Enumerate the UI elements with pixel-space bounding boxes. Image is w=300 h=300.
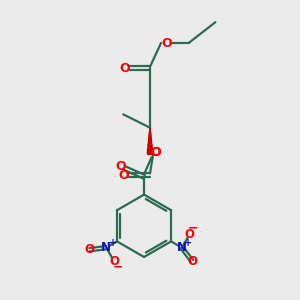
- Polygon shape: [148, 128, 152, 154]
- Text: −: −: [112, 261, 123, 274]
- Text: N: N: [101, 241, 111, 254]
- Text: −: −: [188, 221, 199, 234]
- Text: +: +: [184, 238, 193, 248]
- Text: O: O: [184, 228, 195, 241]
- Text: +: +: [109, 238, 117, 248]
- Text: O: O: [115, 160, 126, 173]
- Text: O: O: [161, 37, 172, 50]
- Text: N: N: [177, 241, 187, 254]
- Text: O: O: [150, 146, 161, 160]
- Text: O: O: [187, 254, 197, 268]
- Text: O: O: [85, 243, 94, 256]
- Text: O: O: [151, 146, 161, 160]
- Text: O: O: [119, 62, 130, 75]
- Text: O: O: [109, 254, 119, 268]
- Polygon shape: [147, 128, 153, 153]
- Text: O: O: [118, 169, 129, 182]
